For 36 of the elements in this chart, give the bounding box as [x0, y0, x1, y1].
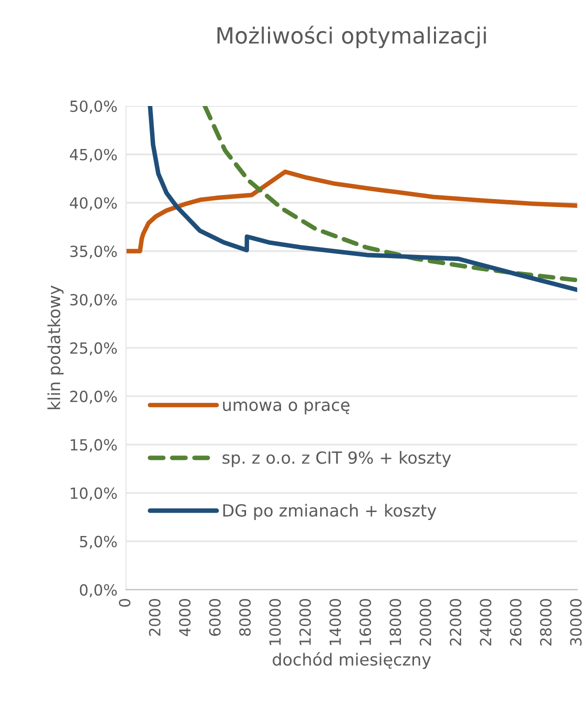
y-tick-label: 0,0% — [80, 584, 117, 598]
x-tick-label: 2000 — [148, 599, 161, 636]
chart-title: Możliwości optymalizacji — [217, 26, 486, 48]
y-tick-label: 20,0% — [70, 390, 117, 404]
y-tick-label: 5,0% — [80, 536, 117, 549]
y-axis-title: klin podatkowy — [47, 286, 64, 410]
x-tick-label: 0 — [118, 599, 130, 607]
x-tick-label: 22000 — [450, 599, 462, 646]
y-tick-label: 25,0% — [70, 342, 117, 356]
x-tick-label: 16000 — [360, 599, 372, 645]
x-tick-label: 10000 — [269, 599, 281, 645]
x-tick-label: 4000 — [179, 599, 191, 636]
legend-label: DG po zmianach + koszty — [223, 504, 436, 520]
y-tick-label: 30,0% — [70, 294, 117, 308]
x-tick-label: 24000 — [480, 599, 492, 646]
y-tick-label: 15,0% — [70, 439, 117, 452]
line-series — [202, 106, 578, 282]
x-tick-label: 20000 — [420, 599, 432, 646]
y-tick-label: 35,0% — [70, 246, 117, 259]
x-tick-label: 14000 — [329, 599, 341, 645]
x-axis-title: dochód miesięczny — [272, 652, 431, 669]
x-tick-label: 26000 — [510, 599, 522, 646]
x-tick-label: 12000 — [299, 599, 311, 645]
line-series — [126, 170, 578, 254]
x-tick-label: 8000 — [239, 599, 251, 636]
y-tick-label: 10,0% — [70, 487, 117, 501]
x-tick-label: 28000 — [540, 599, 552, 646]
line-series — [148, 106, 578, 292]
x-tick-label: 18000 — [390, 599, 402, 645]
y-tick-label: 40,0% — [70, 197, 117, 210]
y-tick-label: 50,0% — [70, 100, 117, 114]
x-tick-label: 6000 — [209, 599, 221, 636]
y-tick-label: 45,0% — [70, 148, 117, 162]
legend-label: sp. z o.o. z CIT 9% + koszty — [222, 451, 451, 468]
legend-label: umowa o pracę — [223, 402, 350, 414]
x-tick-label: 30000 — [570, 599, 582, 646]
